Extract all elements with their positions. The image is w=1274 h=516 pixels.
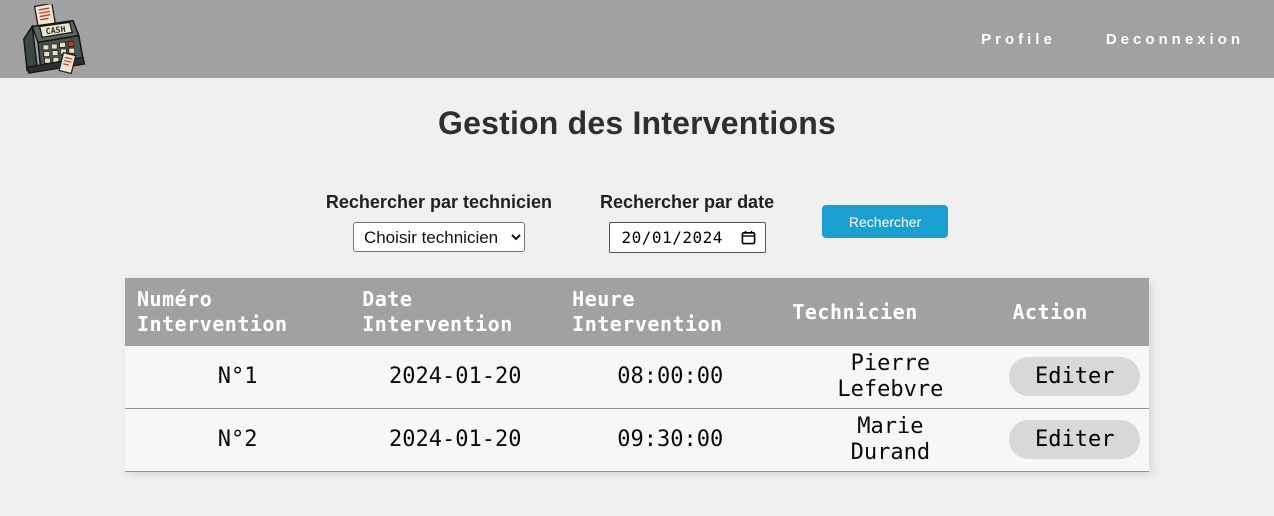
navbar: CASH Profile Deconnexion bbox=[0, 0, 1274, 78]
column-header-heure: Heure Intervention bbox=[560, 278, 781, 346]
cell-technicien: Marie Durand bbox=[780, 408, 1001, 472]
column-header-action: Action bbox=[1000, 278, 1149, 346]
date-field: Rechercher par date 20/01/2024 bbox=[600, 192, 774, 253]
cell-action: Editer bbox=[1000, 408, 1149, 472]
technician-name: Marie Durand bbox=[850, 413, 931, 465]
date-label: Rechercher par date bbox=[600, 192, 775, 212]
search-controls: Rechercher par technicien Choisir techni… bbox=[0, 192, 1274, 253]
technician-name: Pierre Lefebvre bbox=[837, 351, 944, 402]
edit-button[interactable]: Editer bbox=[1009, 420, 1141, 460]
nav-links: Profile Deconnexion bbox=[981, 31, 1244, 48]
app-logo[interactable]: CASH bbox=[10, 4, 98, 74]
cell-heure: 09:30:00 bbox=[560, 408, 781, 472]
cell-date: 2024-01-20 bbox=[350, 346, 561, 409]
date-value: 20/01/2024 bbox=[621, 228, 723, 247]
cell-date: 2024-01-20 bbox=[350, 408, 561, 472]
cell-heure: 08:00:00 bbox=[560, 346, 781, 409]
calendar-icon[interactable] bbox=[741, 230, 756, 245]
search-button[interactable]: Rechercher bbox=[822, 205, 949, 238]
cell-numero: N°1 bbox=[125, 346, 351, 409]
cash-register-logo-icon: CASH bbox=[23, 4, 86, 74]
technician-label: Rechercher par technicien bbox=[325, 192, 552, 212]
cell-action: Editer bbox=[1000, 346, 1149, 409]
page-title: Gestion des Interventions bbox=[438, 105, 836, 141]
cell-numero: N°2 bbox=[125, 408, 351, 472]
date-input[interactable]: 20/01/2024 bbox=[608, 222, 766, 253]
nav-link-deconnexion[interactable]: Deconnexion bbox=[1105, 30, 1244, 48]
technician-select[interactable]: Choisir technicien bbox=[352, 222, 525, 252]
cell-technicien: Pierre Lefebvre bbox=[780, 346, 1001, 409]
column-header-numero: Numéro Intervention bbox=[125, 278, 351, 346]
table-row: N°1 2024-01-20 08:00:00 Pierre Lefebvre … bbox=[125, 346, 1149, 409]
column-header-technicien: Technicien bbox=[780, 278, 1001, 346]
table-row: N°2 2024-01-20 09:30:00 Marie Durand Edi… bbox=[125, 408, 1149, 472]
technician-field: Rechercher par technicien Choisir techni… bbox=[326, 192, 552, 252]
column-header-date: Date Intervention bbox=[350, 278, 561, 346]
nav-link-profile[interactable]: Profile bbox=[981, 30, 1056, 48]
interventions-table: Numéro Intervention Date Intervention He… bbox=[125, 278, 1149, 472]
edit-button[interactable]: Editer bbox=[1009, 357, 1141, 397]
svg-text:CASH: CASH bbox=[45, 24, 66, 36]
table-header: Numéro Intervention Date Intervention He… bbox=[125, 278, 1149, 346]
